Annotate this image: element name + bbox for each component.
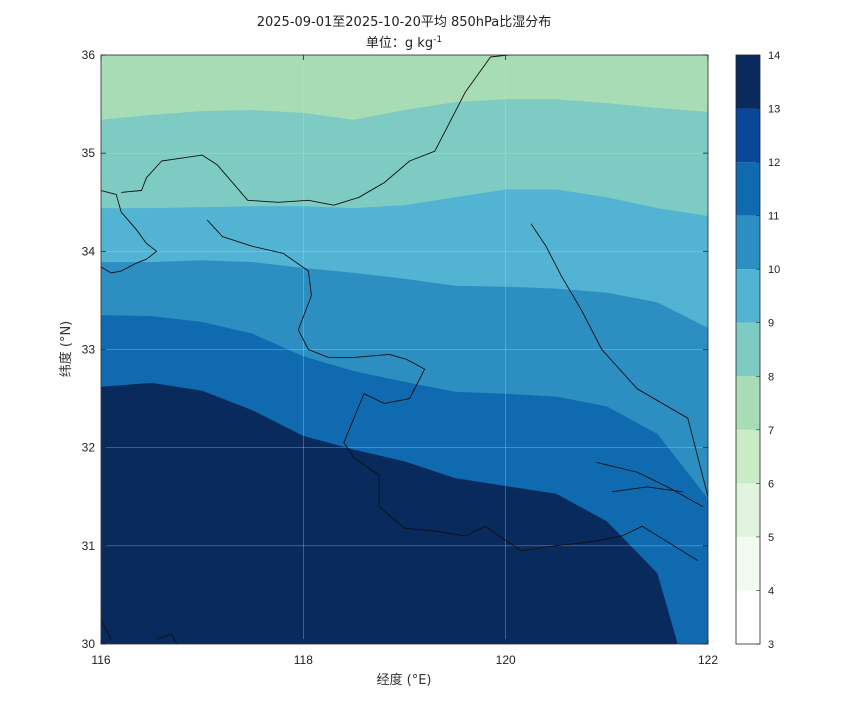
border-line-0: [101, 190, 158, 274]
colorbar-swatch-7: [736, 376, 760, 430]
chart-subtitle-sup: -1: [433, 35, 442, 45]
x-tick-labels: 116 118 120 122: [91, 653, 718, 667]
colorbar-label-13: 13: [768, 104, 780, 116]
contour-band-below-8: [101, 55, 708, 120]
colorbar-swatch-6: [736, 429, 760, 484]
border-line-6: [101, 619, 112, 640]
x-tick-label-118: 118: [294, 653, 313, 667]
y-tick-label-31: 31: [82, 539, 96, 553]
y-tick-label-36: 36: [82, 48, 96, 62]
colorbar-label-6: 6: [768, 478, 774, 490]
colorbar-label-7: 7: [768, 425, 774, 437]
y-tick-label-34: 34: [82, 244, 96, 258]
colorbar-label-4: 4: [768, 585, 774, 597]
colorbar-label-5: 5: [768, 532, 774, 544]
colorbar-swatch-10: [736, 215, 760, 270]
grid-layer: [101, 55, 708, 644]
colorbar-swatch-9: [736, 269, 760, 323]
colorbar-label-8: 8: [768, 371, 774, 383]
colorbar-label-14: 14: [768, 50, 780, 62]
axis-ticks: [100, 54, 709, 645]
y-tick-label-30: 30: [82, 637, 96, 651]
colorbar-labels: 3 4 5 6 7 8 9 10 11 12 13 14: [768, 50, 780, 651]
y-tick-label-33: 33: [82, 343, 96, 357]
y-tick-label-32: 32: [82, 441, 96, 455]
colorbar-label-12: 12: [768, 157, 780, 169]
x-axis-label: 经度 (°E): [377, 672, 432, 688]
border-layer: [101, 55, 708, 644]
x-tick-label-122: 122: [698, 653, 718, 667]
colorbar-label-10: 10: [768, 264, 780, 276]
border-line-1: [121, 55, 513, 206]
border-line-7: [156, 633, 178, 644]
colorbar-label-11: 11: [768, 211, 779, 223]
chart-subtitle: 单位：g kg-1: [366, 35, 442, 51]
colorbar-label-9: 9: [768, 318, 774, 330]
colorbar: [736, 54, 760, 645]
colorbar-swatch-12: [736, 108, 760, 163]
y-tick-labels: 30 31 32 33 34 35 36: [82, 48, 96, 651]
y-axis-label: 纬度 (°N): [58, 321, 74, 378]
border-line-2: [206, 219, 699, 561]
plot-area: [101, 55, 708, 644]
x-tick-label-120: 120: [496, 653, 516, 667]
colorbar-frame: [735, 54, 761, 645]
colorbar-swatch-3: [736, 590, 760, 644]
x-tick-label-116: 116: [91, 653, 110, 667]
chart-title: 2025-09-01至2025-10-20平均 850hPa比湿分布: [257, 15, 552, 30]
colorbar-swatch-4: [736, 536, 760, 591]
colorbar-label-3: 3: [768, 639, 774, 651]
colorbar-swatch-8: [736, 322, 760, 377]
border-line-4: [596, 461, 704, 507]
border-line-3: [530, 223, 708, 497]
colorbar-swatch-11: [736, 162, 760, 216]
y-tick-label-35: 35: [82, 146, 96, 160]
chart-subtitle-text: 单位：g kg: [366, 36, 433, 51]
border-line-5: [611, 486, 683, 493]
colorbar-swatch-5: [736, 483, 760, 537]
colorbar-swatch-13: [736, 55, 760, 109]
